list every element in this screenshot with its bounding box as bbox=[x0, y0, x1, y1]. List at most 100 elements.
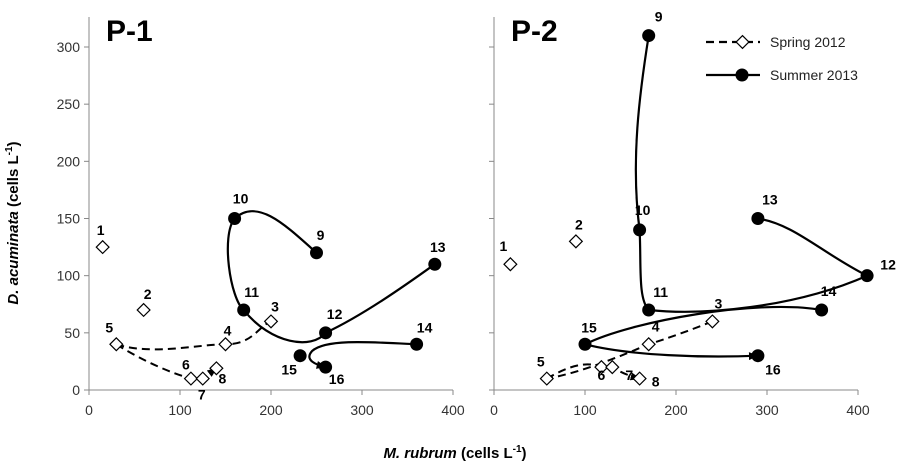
point-label: 6 bbox=[182, 357, 190, 373]
spring-point-4 bbox=[218, 337, 233, 352]
point-label: 1 bbox=[499, 238, 507, 254]
point-label: 16 bbox=[765, 362, 781, 378]
point-label: 2 bbox=[575, 216, 583, 232]
spring-point-8 bbox=[632, 371, 647, 386]
spring-point-6 bbox=[594, 359, 609, 375]
x-tick-label: 200 bbox=[259, 402, 283, 418]
spring-point-5 bbox=[109, 337, 124, 352]
legend-entry-label: Spring 2012 bbox=[770, 34, 846, 50]
x-tick-label: 100 bbox=[573, 402, 597, 418]
y-axis-title: D. acuminata (cells L-1) bbox=[4, 141, 22, 304]
point-label: 7 bbox=[625, 367, 633, 383]
point-label: 7 bbox=[198, 387, 206, 403]
point-label: 8 bbox=[652, 374, 660, 390]
x-tick-label: 400 bbox=[441, 402, 465, 418]
y-tick-label: 150 bbox=[57, 211, 81, 227]
y-axis-unit-close: ) bbox=[5, 141, 22, 146]
point-label: 12 bbox=[327, 306, 343, 322]
spring-trajectory-line bbox=[116, 320, 272, 351]
summer-point-14 bbox=[410, 337, 424, 351]
point-label: 4 bbox=[652, 318, 660, 334]
point-label: 6 bbox=[597, 367, 605, 383]
spring-point-8 bbox=[209, 361, 224, 376]
spring-point-1 bbox=[95, 239, 110, 255]
point-label: 15 bbox=[581, 319, 597, 335]
summer-point-15 bbox=[293, 349, 307, 363]
panel-title: P-2 bbox=[511, 15, 558, 48]
point-label: 3 bbox=[271, 298, 279, 314]
point-label: 11 bbox=[653, 284, 668, 300]
summer-point-13 bbox=[751, 212, 765, 225]
spring-point-7 bbox=[195, 371, 210, 386]
y-tick-label: 0 bbox=[72, 382, 80, 398]
point-label: 14 bbox=[417, 319, 433, 335]
point-label: 15 bbox=[281, 362, 297, 378]
point-label: 11 bbox=[244, 284, 259, 300]
y-tick-label: 200 bbox=[57, 153, 81, 169]
x-axis-unit-sup: -1 bbox=[513, 444, 522, 455]
spring-point-3 bbox=[263, 314, 279, 329]
point-label: 5 bbox=[105, 319, 113, 335]
summer-point-14 bbox=[815, 303, 829, 317]
point-label: 12 bbox=[880, 257, 896, 273]
summer-point-13 bbox=[428, 257, 442, 271]
point-label: 16 bbox=[329, 371, 345, 387]
summer-point-9 bbox=[642, 29, 656, 43]
y-tick-label: 250 bbox=[57, 96, 81, 112]
summer-trajectory-line bbox=[581, 305, 822, 361]
point-label: 8 bbox=[219, 370, 227, 386]
y-tick-label: 100 bbox=[57, 268, 81, 284]
summer-point-11 bbox=[642, 303, 656, 317]
y-axis-species: D. acuminata bbox=[5, 211, 22, 304]
spring-point-2 bbox=[568, 234, 584, 249]
point-label: 13 bbox=[762, 192, 778, 208]
summer-point-12 bbox=[319, 326, 333, 340]
spring-point-6 bbox=[183, 371, 199, 386]
point-label: 5 bbox=[537, 354, 545, 370]
point-label: 10 bbox=[635, 202, 651, 218]
summer-point-15 bbox=[578, 337, 592, 351]
point-label: 9 bbox=[317, 227, 325, 243]
spring-point-3 bbox=[705, 314, 720, 329]
y-axis-unit: (cells L bbox=[5, 155, 22, 211]
summer-point-10 bbox=[228, 212, 242, 225]
spring-point-2 bbox=[136, 302, 151, 318]
y-tick-label: 300 bbox=[57, 39, 81, 55]
x-tick-label: 100 bbox=[168, 402, 192, 418]
legend-marker-circle bbox=[735, 68, 749, 82]
x-axis-unit: (cells L bbox=[457, 445, 513, 462]
point-label: 1 bbox=[97, 222, 105, 238]
legend: Spring 2012 Summer 2013 bbox=[706, 34, 858, 83]
point-label: 13 bbox=[430, 239, 446, 255]
spring-trajectory-line bbox=[546, 363, 641, 381]
summer-point-11 bbox=[237, 303, 251, 317]
y-tick-label: 50 bbox=[64, 325, 80, 341]
x-axis-unit-close: ) bbox=[522, 445, 527, 462]
point-label: 3 bbox=[715, 295, 723, 311]
summer-point-16 bbox=[751, 349, 765, 363]
spring-point-1 bbox=[503, 257, 518, 272]
spring-point-5 bbox=[539, 371, 554, 386]
spring-point-4 bbox=[641, 337, 656, 352]
summer-point-9 bbox=[310, 246, 323, 260]
spring-point-7 bbox=[605, 359, 620, 375]
x-tick-label: 200 bbox=[664, 402, 688, 418]
summer-point-16 bbox=[319, 360, 333, 374]
point-label: 4 bbox=[224, 322, 232, 338]
panel-title: P-1 bbox=[106, 15, 153, 48]
summer-trajectory-line bbox=[226, 210, 436, 344]
point-label: 9 bbox=[655, 9, 663, 25]
y-axis-unit-sup: -1 bbox=[4, 146, 15, 155]
x-tick-label: 300 bbox=[350, 402, 374, 418]
summer-point-12 bbox=[860, 269, 874, 283]
summer-point-10 bbox=[633, 223, 647, 237]
point-label: 2 bbox=[144, 286, 152, 302]
x-tick-label: 300 bbox=[755, 402, 779, 418]
x-axis-title: M. rubrum (cells L-1) bbox=[383, 444, 526, 462]
point-label: 10 bbox=[233, 191, 249, 207]
point-label: 14 bbox=[821, 283, 837, 299]
